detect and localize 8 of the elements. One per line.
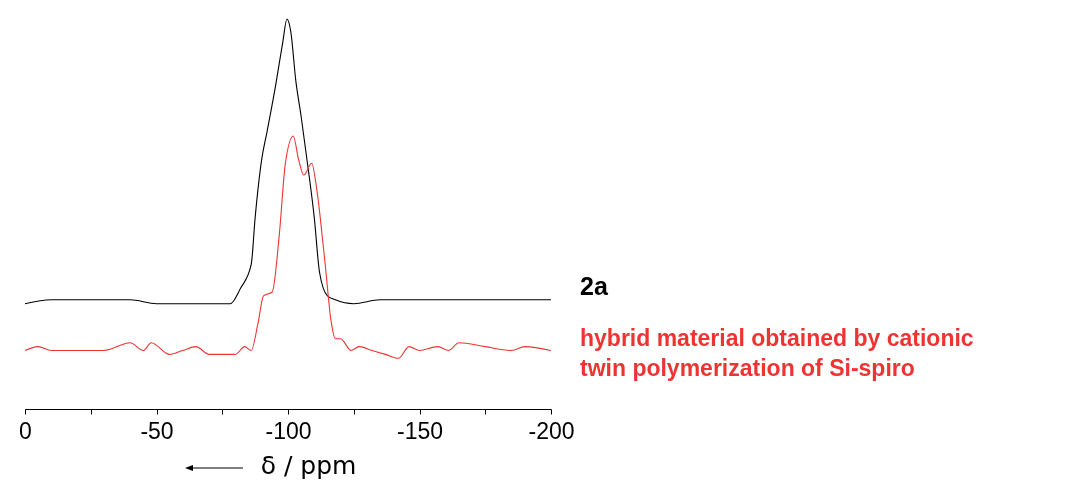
x-tick-label: -100 [265, 417, 312, 444]
x-tick-label: -150 [396, 417, 444, 444]
x-tick-label: 0 [19, 417, 32, 444]
series-label: hybrid material obtained by cationic twin polymerization of Si-spiro [580, 324, 974, 381]
x-tick-label: -50 [140, 417, 174, 444]
series-label: 2a [580, 271, 609, 300]
x-axis-title: δ / ppm [260, 450, 357, 480]
x-tick-label: -200 [528, 417, 575, 444]
